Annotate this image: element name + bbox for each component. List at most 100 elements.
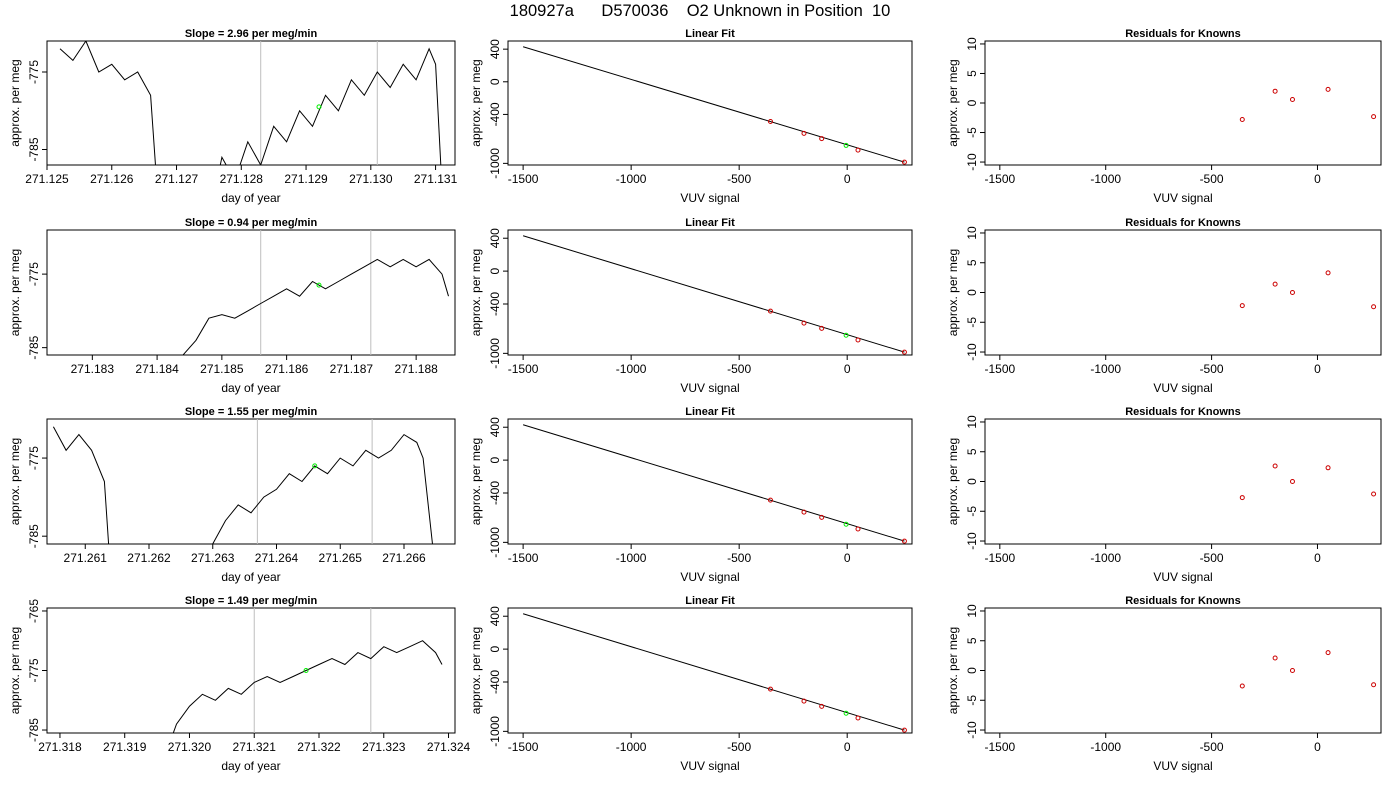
x-tick-label: 271.186 bbox=[265, 362, 309, 376]
known-point bbox=[819, 703, 825, 709]
panel-title: Residuals for Knowns bbox=[1125, 28, 1241, 40]
x-tick-label: 271.126 bbox=[90, 172, 134, 186]
panel-r1-c3: Residuals for Knowns -1500 -1000 -500 0 -10 -5… bbox=[946, 28, 1382, 205]
residual-point bbox=[1272, 88, 1278, 94]
panel-title: Slope = 0.94 per meg/min bbox=[185, 217, 318, 229]
panel-r2-c2: Linear Fit -1500 -1000 -500 0 400 0 -400 -1000 VU… bbox=[469, 217, 913, 395]
x-tick-label: 271.185 bbox=[200, 362, 244, 376]
y-tick-label: 0 bbox=[488, 645, 502, 652]
known-point bbox=[819, 514, 825, 520]
y-axis-label: approx. per meg bbox=[8, 59, 22, 146]
y-tick-label: -1000 bbox=[488, 148, 502, 179]
panel-title: Linear Fit bbox=[685, 406, 735, 418]
x-tick-label: 271.128 bbox=[220, 172, 264, 186]
fit-line bbox=[522, 235, 905, 353]
residual-point bbox=[1289, 290, 1295, 295]
known-point bbox=[819, 136, 825, 142]
y-tick-label: 10 bbox=[965, 415, 979, 429]
panel-title: Linear Fit bbox=[685, 595, 735, 607]
y-axis-label: approx. per meg bbox=[469, 249, 483, 336]
x-tick-label: -1500 bbox=[508, 172, 539, 186]
x-tick-label: -500 bbox=[1200, 551, 1224, 565]
y-tick-label: -400 bbox=[488, 481, 502, 505]
residual-point bbox=[1371, 491, 1377, 497]
y-tick-label: -5 bbox=[965, 127, 979, 138]
unknown-point bbox=[843, 332, 849, 338]
plot-frame bbox=[46, 40, 456, 166]
unknown-mean-point bbox=[303, 668, 309, 673]
y-tick-label: 0 bbox=[965, 99, 979, 106]
x-tick-label: 0 bbox=[1314, 362, 1321, 376]
unknown-point bbox=[843, 142, 849, 148]
plot-frame bbox=[507, 607, 913, 734]
x-tick-label: -1500 bbox=[984, 172, 1015, 186]
x-tick-label: 271.183 bbox=[71, 362, 115, 376]
series-trace bbox=[182, 258, 449, 355]
y-tick-label: -10 bbox=[965, 343, 979, 361]
residual-point bbox=[1239, 303, 1245, 309]
y-tick-label: -400 bbox=[488, 670, 502, 694]
x-tick-label: -500 bbox=[727, 172, 751, 186]
x-axis-label: VUV signal bbox=[1153, 191, 1212, 205]
panel-r1-c2: Linear Fit -1500 -1000 -500 0 400 0 -400 -1000 VU… bbox=[469, 28, 913, 205]
known-point bbox=[801, 130, 807, 136]
y-tick-label: -775 bbox=[27, 60, 41, 84]
x-tick-label: 271.264 bbox=[255, 551, 299, 565]
y-axis-label: approx. per meg bbox=[946, 249, 960, 336]
y-tick-label: -775 bbox=[27, 446, 41, 470]
residual-point bbox=[1272, 655, 1278, 661]
y-tick-label: -5 bbox=[965, 506, 979, 517]
x-tick-label: 271.324 bbox=[427, 740, 471, 754]
y-tick-label: 5 bbox=[965, 637, 979, 644]
x-tick-label: -1000 bbox=[1090, 551, 1121, 565]
plot-body bbox=[522, 46, 907, 165]
x-axis-label: VUV signal bbox=[680, 570, 739, 584]
plot-body bbox=[1239, 463, 1377, 501]
residual-point bbox=[1325, 465, 1331, 471]
x-tick-label: -1000 bbox=[1090, 740, 1121, 754]
known-point bbox=[901, 159, 907, 165]
x-tick-label: -1000 bbox=[616, 740, 647, 754]
x-tick-label: -1500 bbox=[984, 362, 1015, 376]
y-tick-label: 5 bbox=[965, 70, 979, 77]
panel-r3-c2: Linear Fit -1500 -1000 -500 0 400 0 -400 -1000 VU… bbox=[469, 406, 913, 584]
residual-point bbox=[1272, 281, 1278, 287]
y-tick-label: -400 bbox=[488, 292, 502, 316]
y-tick-label: 0 bbox=[488, 456, 502, 463]
residual-point bbox=[1325, 650, 1331, 656]
x-axis-label: day of year bbox=[221, 759, 280, 773]
x-axis-label: day of year bbox=[221, 570, 280, 584]
plot-frame bbox=[984, 418, 1382, 545]
panel-title: Slope = 2.96 per meg/min bbox=[185, 28, 318, 40]
x-tick-label: 0 bbox=[1314, 551, 1321, 565]
x-tick-label: -1000 bbox=[616, 551, 647, 565]
known-point bbox=[767, 497, 773, 503]
x-tick-label: -1500 bbox=[984, 551, 1015, 565]
residual-point bbox=[1371, 304, 1377, 310]
x-tick-label: 271.266 bbox=[382, 551, 426, 565]
y-tick-label: -785 bbox=[27, 718, 41, 742]
x-tick-label: -1000 bbox=[616, 362, 647, 376]
residual-point bbox=[1289, 668, 1295, 673]
x-tick-label: 271.125 bbox=[25, 172, 69, 186]
residual-point bbox=[1325, 86, 1331, 92]
plot-frame bbox=[984, 607, 1382, 734]
x-tick-label: 271.319 bbox=[103, 740, 147, 754]
x-axis-label: VUV signal bbox=[1153, 759, 1212, 773]
y-tick-label: -10 bbox=[965, 532, 979, 550]
y-tick-label: 400 bbox=[488, 606, 502, 626]
plot-body bbox=[1239, 650, 1377, 689]
panel-title: Slope = 1.55 per meg/min bbox=[185, 406, 318, 418]
y-axis-label: approx. per meg bbox=[469, 627, 483, 714]
y-tick-label: 10 bbox=[965, 226, 979, 240]
y-tick-label: 10 bbox=[965, 37, 979, 51]
page-title: 180927a D570036 O2 Unknown in Position 1… bbox=[509, 2, 891, 20]
residual-point bbox=[1371, 682, 1377, 688]
residual-point bbox=[1289, 479, 1295, 484]
y-tick-label: 10 bbox=[965, 604, 979, 618]
x-axis-label: day of year bbox=[221, 381, 280, 395]
panel-title: Linear Fit bbox=[685, 217, 735, 229]
plot-body bbox=[522, 424, 907, 544]
x-tick-label: -500 bbox=[1200, 362, 1224, 376]
known-point bbox=[767, 308, 773, 314]
